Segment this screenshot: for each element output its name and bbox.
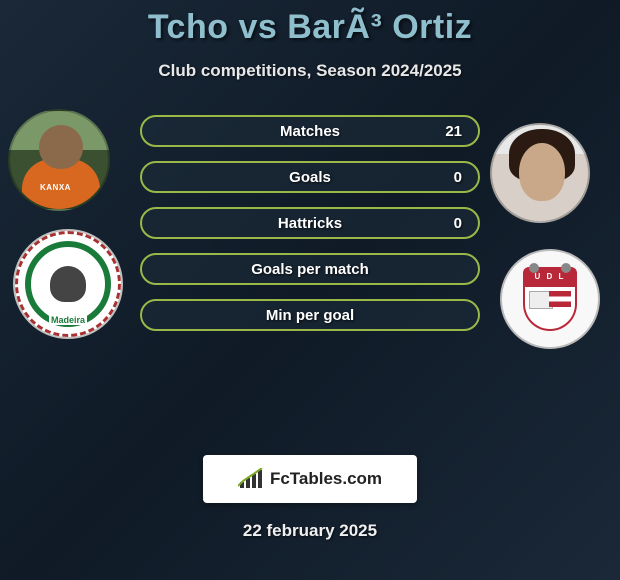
stat-pill-mpg: Min per goal: [140, 299, 480, 331]
subtitle: Club competitions, Season 2024/2025: [0, 61, 620, 81]
stat-pill-matches: Matches 21: [140, 115, 480, 147]
lion-icon: [50, 266, 86, 302]
stat-pill-gpm: Goals per match: [140, 253, 480, 285]
stat-label: Matches: [280, 123, 340, 140]
stat-value: 0: [454, 169, 462, 186]
club-left-ring: Madeira: [25, 241, 111, 327]
player-right-avatar: [490, 123, 590, 223]
stat-label: Goals: [289, 169, 331, 186]
date-label: 22 february 2025: [0, 521, 620, 541]
stat-value: 21: [445, 123, 462, 140]
jersey-text: KANXA: [40, 183, 71, 192]
stat-label: Min per goal: [266, 307, 354, 324]
club-left-badge: Madeira: [13, 229, 123, 339]
stat-label: Goals per match: [251, 261, 369, 278]
stat-value: 0: [454, 215, 462, 232]
shield-header: U D L: [523, 267, 577, 287]
content-area: KANXA Madeira U D L Matches 21 Goa: [0, 111, 620, 451]
watermark: FcTables.com: [203, 455, 417, 503]
stat-pill-goals: Goals 0: [140, 161, 480, 193]
club-right-label: U D L: [523, 272, 577, 281]
shield-body: [523, 287, 577, 331]
club-left-label: Madeira: [49, 315, 87, 325]
chart-bars-icon: [238, 468, 264, 490]
stat-pill-hattricks: Hattricks 0: [140, 207, 480, 239]
comparison-card: Tcho vs BarÃ³ Ortiz Club competitions, S…: [0, 0, 620, 541]
watermark-text: FcTables.com: [270, 469, 382, 489]
stat-label: Hattricks: [278, 215, 342, 232]
stats-column: Matches 21 Goals 0 Hattricks 0 Goals per…: [140, 115, 480, 345]
page-title: Tcho vs BarÃ³ Ortiz: [0, 8, 620, 47]
club-right-badge: U D L: [500, 249, 600, 349]
club-right-shield: U D L: [523, 267, 577, 331]
player-left-avatar: KANXA: [8, 109, 110, 211]
